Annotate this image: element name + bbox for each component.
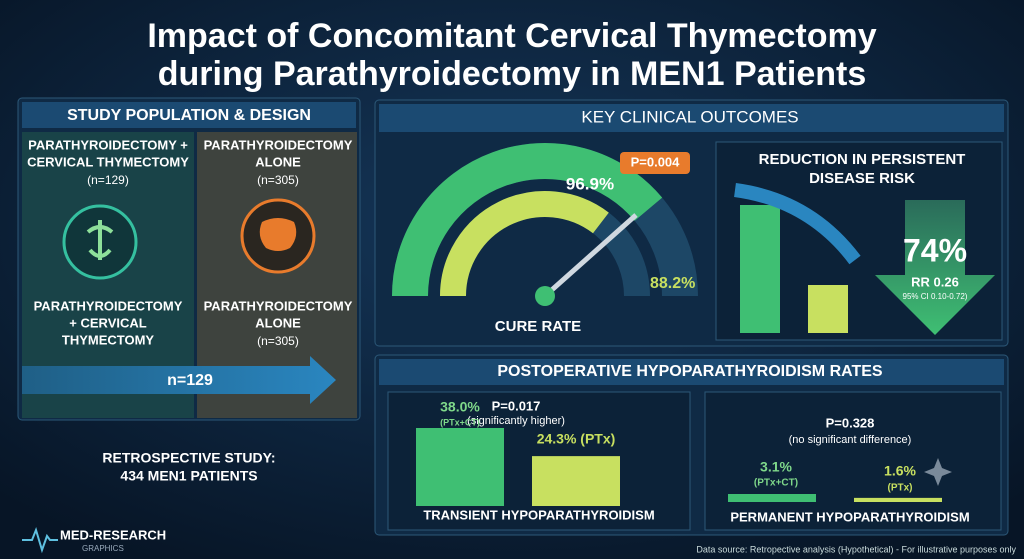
- decorative-bar: [740, 205, 780, 333]
- arrow: [22, 356, 336, 404]
- group-n: (n=305): [257, 173, 299, 187]
- gauge-arc: [392, 143, 663, 297]
- title: Impact of Concomitant Cervical Thymectom…: [147, 17, 876, 55]
- chart-label: TRANSIENT HYPOPARATHYROIDISM: [423, 507, 654, 522]
- needle-hub: [535, 286, 555, 306]
- group-label: PARATHYROIDECTOMY: [204, 298, 353, 313]
- panel-header: [379, 359, 1004, 385]
- logo: [22, 526, 58, 554]
- p-value: P=0.017: [492, 398, 541, 413]
- confidence-interval: 95% CI 0.10-0.72): [903, 292, 968, 301]
- panel-title: STUDY POPULATION & DESIGN: [67, 107, 311, 124]
- group-label: + CERVICAL: [69, 315, 146, 330]
- group-label: (PTx): [888, 483, 913, 494]
- bar: [532, 456, 620, 506]
- p-note: (significantly higher): [467, 415, 565, 427]
- bar: [728, 494, 816, 502]
- panel-title: POSTOPERATIVE HYPOPARATHYROIDISM RATES: [497, 363, 883, 380]
- value-label: 38.0%: [440, 399, 480, 415]
- chart-label: PERMANENT HYPOPARATHYROIDISM: [730, 509, 969, 524]
- needle: [543, 213, 638, 298]
- gauge: [392, 143, 698, 297]
- value-label: 96.9%: [566, 174, 614, 193]
- reduction: 74%: [903, 232, 967, 268]
- gauge-label: CURE RATE: [495, 318, 581, 335]
- group-label: PARATHYROIDECTOMY: [34, 298, 183, 313]
- group-n: (n=129): [87, 173, 129, 187]
- p-badge: [620, 152, 690, 174]
- group-n: (n=305): [257, 334, 299, 348]
- panel-title: KEY CLINICAL OUTCOMES: [581, 107, 798, 126]
- sparkle: [924, 458, 952, 486]
- icon: [259, 218, 297, 251]
- title: during Parathyroidectomy in MEN1 Patient…: [158, 55, 866, 93]
- panel-header: [22, 102, 356, 128]
- brand: MED-RESEARCH: [60, 527, 166, 542]
- arrow-label: n=129: [167, 372, 213, 389]
- value-label: 3.1%: [760, 459, 792, 475]
- p-value: P=0.004: [631, 154, 681, 169]
- group-label: PARATHYROIDECTOMY: [204, 137, 353, 152]
- subpanel-title: REDUCTION IN PERSISTENT: [759, 151, 966, 168]
- subpanel: [704, 391, 1002, 531]
- relative-risk: RR 0.26: [911, 274, 959, 289]
- value-label: 1.6%: [884, 463, 916, 479]
- decorative-bar: [808, 285, 848, 333]
- source: Data source: Retropective analysis (Hypo…: [696, 544, 1016, 554]
- bar: [854, 497, 942, 502]
- value-label: 88.2%: [650, 275, 695, 292]
- group-label: CERVICAL THYMECTOMY: [27, 154, 189, 169]
- study-note: RETROSPECTIVE STUDY:: [102, 450, 275, 466]
- trend-arrow: [734, 183, 861, 265]
- group-label: (PTx+CT): [440, 417, 480, 427]
- group-label: (PTx+CT): [754, 478, 798, 489]
- group-label: ALONE: [255, 154, 301, 169]
- study-note: 434 MEN1 PATIENTS: [120, 468, 257, 484]
- p-note: (no significant difference): [789, 434, 912, 446]
- panel-header: [379, 104, 1004, 132]
- icon: [86, 220, 114, 260]
- group-label: PARATHYROIDECTOMY +: [28, 137, 188, 152]
- group-label: ALONE: [255, 315, 301, 330]
- bar: [416, 428, 504, 506]
- gauge-arc: [440, 191, 609, 297]
- reduction-arrow: [875, 200, 995, 335]
- p-value: P=0.328: [826, 415, 875, 430]
- value-label: 24.3% (PTx): [537, 431, 616, 447]
- group-label: THYMECTOMY: [62, 332, 155, 347]
- brand-sub: GRAPHICS: [82, 544, 124, 553]
- subpanel-title: DISEASE RISK: [809, 170, 915, 187]
